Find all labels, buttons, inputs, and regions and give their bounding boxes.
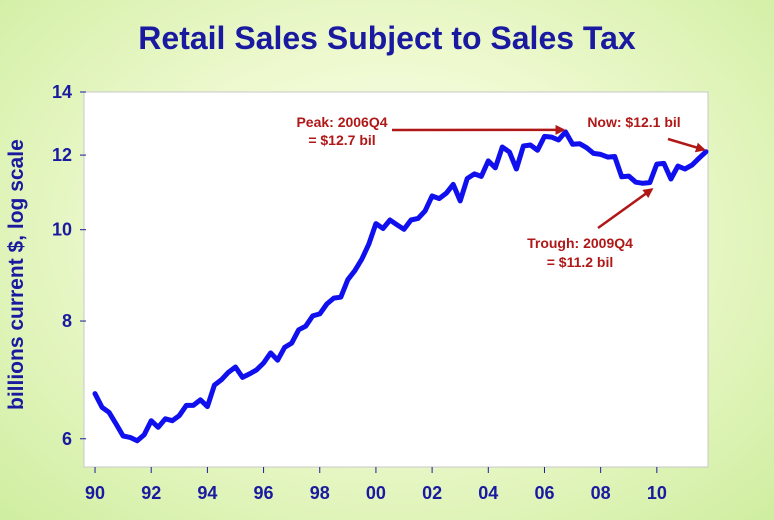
x-tick-label: 06 [534,483,554,503]
plot-area [83,91,709,468]
y-axis-ticks: 6 8 10 12 14 [52,82,86,449]
annotations: Peak: 2006Q4 = $12.7 bil Now: $12.1 bil Tro… [296,114,706,270]
x-tick-label: 10 [647,483,667,503]
x-tick-label: 00 [366,483,386,503]
now-annotation-label: Now: $12.1 bil [587,114,680,130]
x-tick-label: 02 [422,483,442,503]
y-tick-label: 10 [52,220,72,240]
chart-title: Retail Sales Subject to Sales Tax [138,20,636,56]
y-tick-label: 12 [52,145,72,165]
now-arrow [667,137,706,153]
peak-annotation-label: Peak: 2006Q4 [296,114,387,130]
x-tick-label: 98 [310,483,330,503]
x-tick-label: 92 [141,483,161,503]
series-line [92,129,709,444]
x-tick-label: 08 [591,483,611,503]
x-tick-label: 04 [478,483,498,503]
trough-annotation-label: = $11.2 bil [547,254,614,270]
x-tick-label: 94 [197,483,217,503]
x-tick-label: 96 [254,483,274,503]
trough-arrow [597,188,654,230]
peak-annotation-label: = $12.7 bil [308,132,375,148]
x-tick-label: 90 [85,483,105,503]
trough-annotation-label: Trough: 2009Q4 [527,235,633,251]
y-tick-label: 8 [62,311,72,331]
y-tick-label: 6 [62,429,72,449]
x-axis-ticks: 90 92 94 96 98 00 02 04 06 08 10 [85,467,667,503]
y-tick-label: 14 [52,82,72,102]
